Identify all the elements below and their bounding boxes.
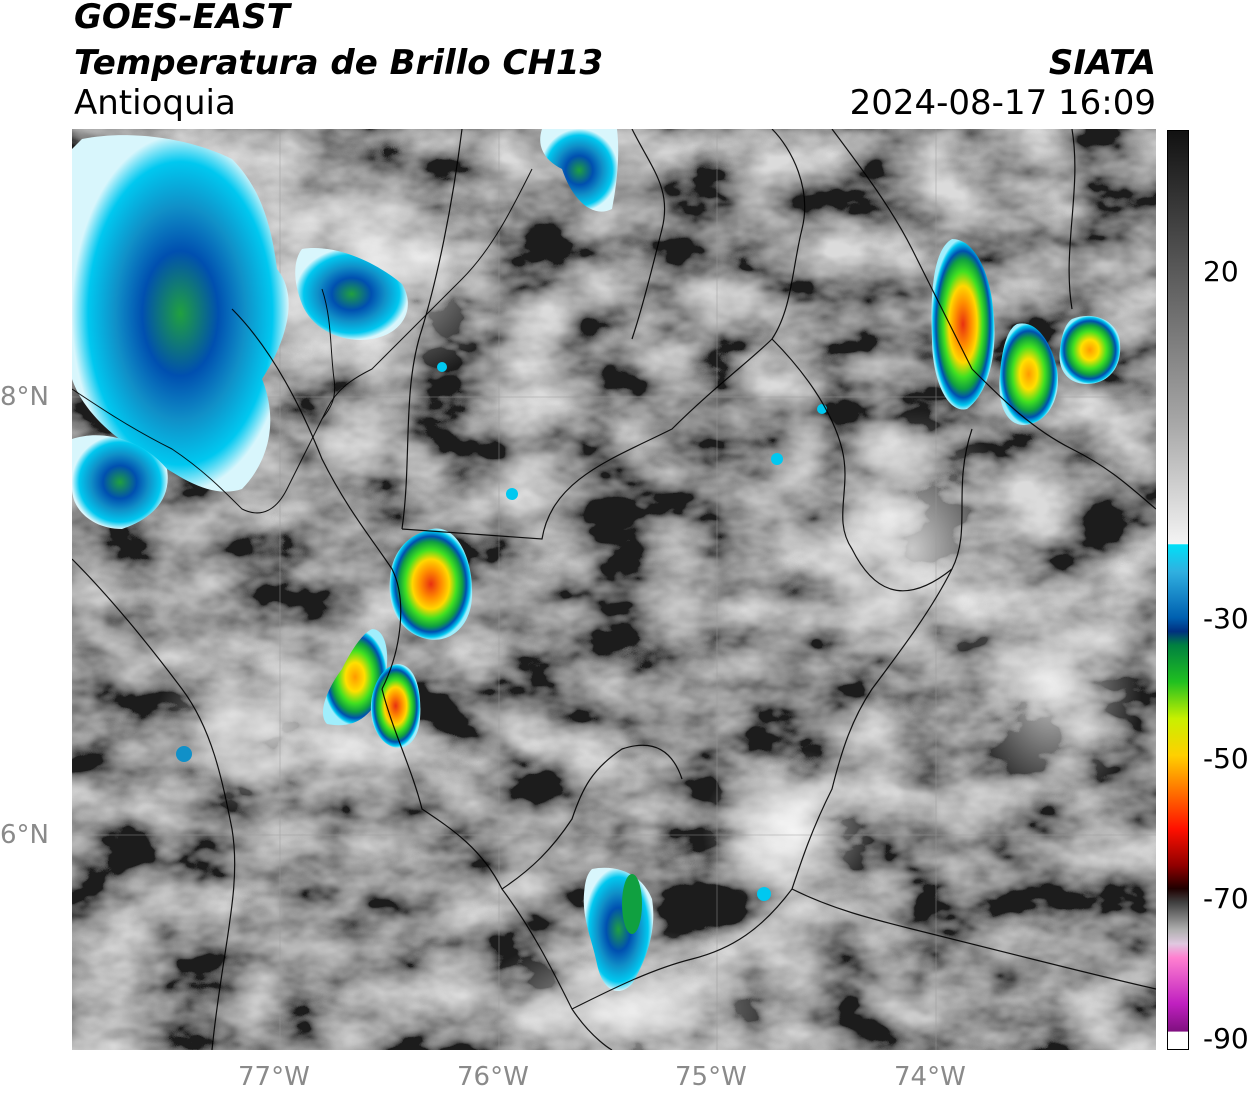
storm-ne-main [931,239,995,410]
storm-nw-west [72,435,168,529]
storm-sw-2 [370,664,421,748]
storm-cells [72,129,1121,992]
storm-central [389,528,473,640]
lon-tick-label: 76°W [457,1062,529,1092]
satellite-title: GOES-EAST [74,0,290,37]
colorbar-tick-label: -50 [1203,742,1249,775]
storm-ne-far [1059,315,1121,384]
storm-ne-east [999,323,1058,425]
lat-tick-label: 6°N [0,820,49,850]
colorbar-tick-label: -70 [1203,882,1249,915]
coastline [72,168,533,514]
storm-nw [72,135,289,492]
colorbar-tick-label: -30 [1203,602,1249,635]
satellite-map[interactable] [72,129,1156,1050]
lon-tick-label: 75°W [675,1062,747,1092]
storm-south-core [622,874,642,934]
cell-small [757,887,771,901]
datetime-label: 2024-08-17 16:09 [849,83,1156,123]
cell-small [506,488,518,500]
political-boundaries [72,129,1156,1050]
cell-small [176,746,192,762]
storm-sw-1 [322,629,388,726]
lon-tick-label: 77°W [238,1062,310,1092]
storm-nw-center [295,248,408,340]
region-subtitle: Antioquia [74,83,236,123]
colorbar-tick-label: 20 [1203,255,1239,288]
cell-small [771,453,783,465]
product-title: Temperatura de Brillo CH13 [74,43,604,83]
lat-tick-label: 8°N [0,382,49,412]
temperature-colorbar [1167,130,1189,1050]
lon-tick-label: 74°W [894,1062,966,1092]
cell-small [437,362,447,372]
storm-n-blue [540,129,619,212]
organization-label: SIATA [1048,43,1156,83]
colorbar-tick-label: -90 [1203,1022,1249,1055]
